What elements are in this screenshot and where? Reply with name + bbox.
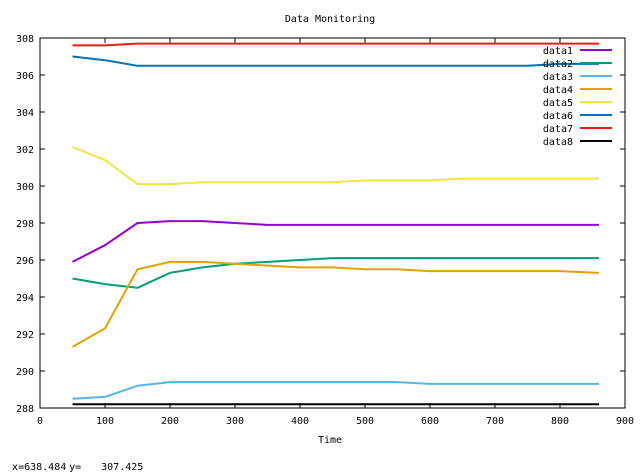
status-x-label: x= (12, 462, 25, 473)
y-tick-label: 304 (16, 108, 34, 119)
x-tick-label: 900 (616, 416, 634, 427)
series-line-data3 (72, 381, 599, 400)
plot-frame (39, 37, 626, 409)
y-tick-label: 308 (16, 34, 34, 45)
x-tick-label: 200 (161, 416, 179, 427)
series-line-data6 (72, 55, 599, 67)
x-tick-label: 300 (226, 416, 244, 427)
series-line-data5 (72, 146, 599, 186)
x-tick-label: 100 (96, 416, 114, 427)
x-tick-label: 500 (356, 416, 374, 427)
legend-label-data7: data7 (543, 124, 573, 135)
status-x-value: 638.484 (24, 462, 67, 473)
x-axis-label: Time (318, 435, 342, 446)
x-tick-label: 800 (551, 416, 569, 427)
legend-label-data3: data3 (543, 72, 573, 83)
status-y-label: y= (69, 462, 82, 473)
y-tick-label: 298 (16, 219, 34, 230)
series-line-data4 (72, 260, 600, 348)
series-layer (72, 42, 600, 406)
y-tick-label: 288 (16, 404, 34, 415)
x-tick-label: 400 (291, 416, 309, 427)
series-line-data2 (72, 257, 599, 289)
series-line-data1 (72, 220, 599, 263)
y-tick-label: 300 (16, 182, 34, 193)
legend: data1 data2 data3 data4 data5 data6 data7 data8 (543, 46, 612, 148)
x-tick-label: 600 (421, 416, 439, 427)
line-chart: Data Monitoring 0 100 200 300 400 500 600 700 80… (16, 14, 634, 446)
legend-label-data6: data6 (543, 111, 573, 122)
chart-container: Data Monitoring 0 100 200 300 400 500 600 700 80… (16, 14, 634, 446)
y-tick-label: 294 (16, 293, 34, 304)
y-tick-label: 292 (16, 330, 34, 341)
legend-label-data8: data8 (543, 137, 573, 148)
series-line-data7 (72, 42, 599, 47)
chart-title: Data Monitoring (285, 14, 375, 25)
axis-layer: 0 100 200 300 400 500 600 700 800 900 288 290 292 294… (16, 34, 634, 427)
y-tick-label: 290 (16, 367, 34, 378)
legend-label-data2: data2 (543, 59, 573, 70)
y-tick-label: 306 (16, 71, 34, 82)
legend-label-data1: data1 (543, 46, 573, 57)
x-tick-label: 700 (486, 416, 504, 427)
status-bar: x=638.484 y= 307.425 (0, 451, 143, 473)
y-tick-label: 296 (16, 256, 34, 267)
legend-label-data4: data4 (543, 85, 573, 96)
status-y-value: 307.425 (101, 462, 144, 473)
x-tick-label: 0 (37, 416, 43, 427)
legend-label-data5: data5 (543, 98, 573, 109)
y-tick-label: 302 (16, 145, 34, 156)
